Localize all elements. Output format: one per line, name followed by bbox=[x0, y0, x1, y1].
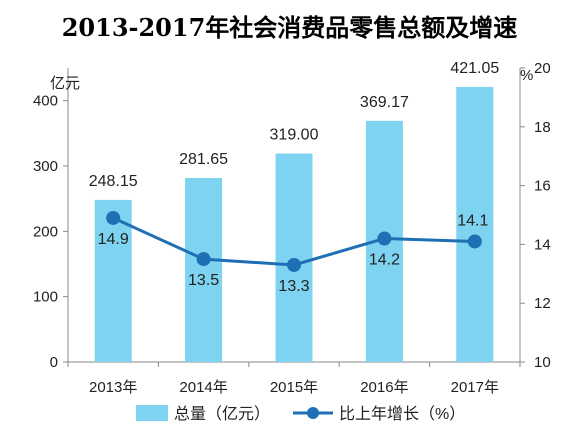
legend-label-line: 比上年增长（%） bbox=[339, 405, 465, 423]
line-data-label: 14.2 bbox=[369, 252, 400, 269]
y-right-tick-label: 14 bbox=[534, 236, 551, 253]
line-data-label: 14.1 bbox=[457, 212, 488, 229]
y-left-tick-label: 200 bbox=[33, 223, 58, 240]
y-left-tick-label: 300 bbox=[33, 158, 58, 175]
y-left-tick-label: 0 bbox=[50, 354, 58, 371]
legend: 总量（亿元） 比上年增长（%） bbox=[136, 405, 465, 423]
x-tick-label: 2013年 bbox=[89, 379, 137, 396]
line-data-label: 13.3 bbox=[278, 278, 309, 295]
y-left-tick-label: 100 bbox=[33, 289, 58, 306]
y-left-tick-label: 400 bbox=[33, 93, 58, 110]
y-right-tick-label: 10 bbox=[534, 354, 551, 371]
y-right-tick-label: 12 bbox=[534, 295, 551, 312]
legend-swatch-bar bbox=[136, 405, 168, 421]
y-right-tick-label: 18 bbox=[534, 119, 551, 136]
growth-point bbox=[287, 257, 301, 272]
y-right-tick-label: 16 bbox=[534, 178, 551, 195]
chart-title: 2013-2017年社会消费品零售总额及增速 bbox=[61, 13, 518, 42]
legend-swatch-marker bbox=[307, 407, 319, 419]
legend-label-bar: 总量（亿元） bbox=[174, 405, 270, 423]
x-tick-label: 2017年 bbox=[451, 379, 499, 396]
line-data-label: 13.5 bbox=[188, 272, 219, 289]
bar bbox=[456, 86, 494, 362]
line-data-label: 14.9 bbox=[98, 231, 129, 248]
bar bbox=[185, 177, 223, 362]
bar-data-label: 421.05 bbox=[450, 60, 499, 77]
y-right-tick-label: 20 bbox=[534, 60, 551, 77]
x-tick-label: 2014年 bbox=[179, 379, 227, 396]
labels-layer: 248.15 281.65 319.00 369.17 421.05 14.9 13.5 13… bbox=[89, 60, 500, 295]
bar-data-label: 369.17 bbox=[360, 94, 409, 111]
growth-point bbox=[467, 234, 482, 249]
bar-data-label: 248.15 bbox=[89, 173, 138, 190]
x-tick-label: 2016年 bbox=[360, 379, 408, 396]
bar-data-label: 281.65 bbox=[179, 151, 228, 168]
growth-point bbox=[196, 252, 211, 267]
bar bbox=[94, 199, 132, 362]
growth-point bbox=[106, 210, 121, 225]
bar bbox=[275, 153, 313, 362]
growth-point bbox=[377, 231, 392, 246]
line-layer bbox=[106, 210, 482, 272]
y-left-unit: 亿元 bbox=[50, 75, 80, 92]
bar-data-label: 319.00 bbox=[270, 127, 319, 144]
y-right-unit: % bbox=[520, 67, 533, 84]
x-tick-label: 2015年 bbox=[270, 379, 318, 396]
